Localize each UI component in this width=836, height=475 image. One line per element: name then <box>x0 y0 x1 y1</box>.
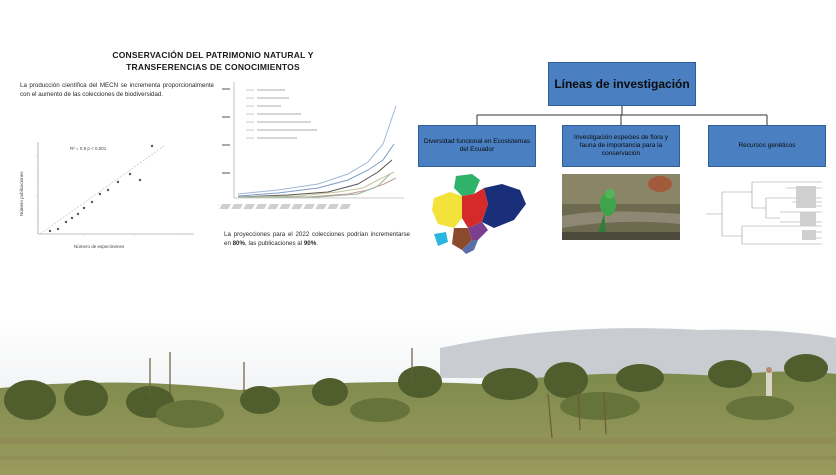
projection-paragraph: La proyecciones para el 2022 colecciones… <box>224 231 410 248</box>
projection-text-1: La proyecciones para el 2022 colecciones… <box>224 231 410 247</box>
landscape-photo <box>0 318 836 475</box>
research-lines-heading: Líneas de investigación <box>548 62 696 106</box>
scatter-x-label: Número de especímenes <box>74 244 125 249</box>
trend-line <box>39 145 165 235</box>
phylogenetic-tree-image <box>706 181 822 245</box>
growth-lines-chart <box>218 82 404 209</box>
title-line-2: TRANSFERENCIAS DE CONOCIMIENTOS <box>126 62 300 72</box>
title-line-1: CONSERVACIÓN DEL PATRIMONIO NATURAL Y <box>112 50 314 60</box>
projection-collections-percent: 80% <box>232 239 245 247</box>
scatter-y-label: Número publicaciones <box>19 171 24 216</box>
scatter-annotation: R² = 0.9 p < 0.001 <box>70 146 107 151</box>
research-line-functional-diversity: Diversidad funcional en Ecosistemas del … <box>418 125 536 167</box>
y-tick-marks <box>222 88 230 174</box>
ecuador-map-image <box>432 174 526 254</box>
x-tick-labels <box>218 204 352 209</box>
production-paragraph: La producción científica del MECN se inc… <box>20 82 214 98</box>
scatter-points <box>48 144 154 233</box>
legend-text-bars <box>257 89 317 139</box>
research-line-species-conservation: Investigación especies de flora y fauna … <box>562 125 680 167</box>
projection-publications-percent: 90% <box>303 239 317 247</box>
projection-text-3: . <box>316 239 318 247</box>
growth-series <box>237 105 397 198</box>
research-line-genetic-resources: Recursos genéticos <box>708 125 826 167</box>
slide-title: CONSERVACIÓN DEL PATRIMONIO NATURAL Y TR… <box>62 49 364 73</box>
scatter-chart: R² = 0.9 p < 0.001 Número de especímenes… <box>19 142 194 249</box>
projection-text-2: , las publicaciones al <box>245 239 304 247</box>
parrot-photo <box>562 174 680 240</box>
legend-lines <box>246 89 254 139</box>
